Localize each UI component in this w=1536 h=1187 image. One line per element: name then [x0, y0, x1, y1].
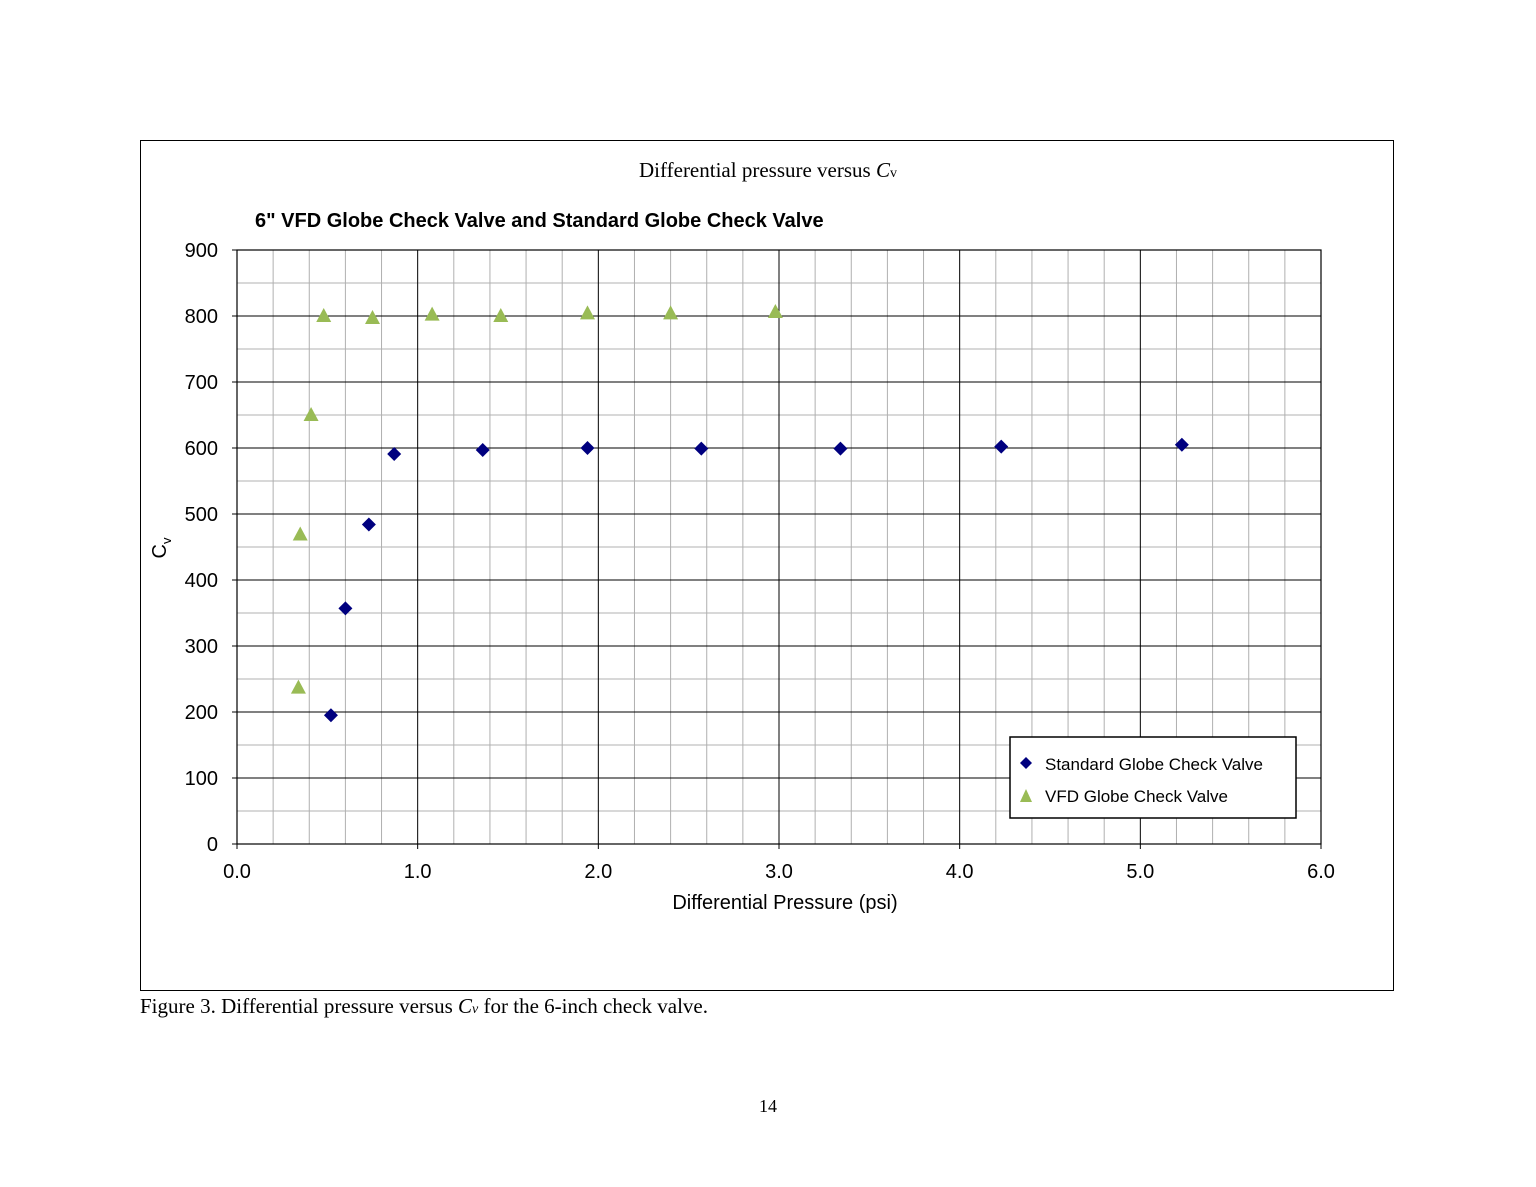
data-point-triangle — [292, 526, 308, 541]
legend: Standard Globe Check Valve VFD Globe Che… — [1009, 736, 1297, 819]
data-point-diamond — [833, 441, 848, 456]
y-axis-label: Cv — [149, 537, 174, 558]
x-tick-label: 2.0 — [584, 861, 612, 883]
legend-label-standard: Standard Globe Check Valve — [1045, 755, 1263, 774]
figure-box-title: Differential pressure versus Cv — [0, 158, 1536, 183]
data-point-diamond — [694, 441, 709, 456]
y-tick-label: 900 — [185, 240, 218, 262]
caption-subscript: v — [472, 1002, 479, 1017]
data-point-triangle — [663, 305, 679, 320]
y-tick-label: 100 — [185, 768, 218, 790]
figure-caption: Figure 3. Differential pressure versus C… — [140, 994, 708, 1019]
legend-marker-vfd — [1020, 789, 1032, 802]
data-point-diamond — [580, 441, 595, 455]
data-point-diamond — [475, 442, 490, 457]
data-point-diamond — [361, 517, 376, 532]
data-point-diamond — [338, 601, 353, 616]
figure-frame — [140, 140, 1394, 991]
legend-label-vfd: VFD Globe Check Valve — [1045, 787, 1228, 806]
y-tick-label: 700 — [185, 372, 218, 394]
box-title-text: Differential pressure versus — [639, 158, 876, 182]
series-vfd — [290, 304, 783, 694]
y-tick-label: 600 — [185, 438, 218, 460]
data-point-triangle — [767, 304, 783, 319]
x-tick-label: 0.0 — [223, 861, 251, 883]
caption-text-pre: Figure 3. Differential pressure versus — [140, 994, 459, 1018]
x-tick-label: 5.0 — [1126, 861, 1154, 883]
chart-title: 6" VFD Globe Check Valve and Standard Gl… — [255, 210, 824, 232]
x-tick-label: 4.0 — [946, 861, 974, 883]
data-point-diamond — [387, 446, 402, 461]
page-number: 14 — [759, 1096, 777, 1116]
box-title-variable: C — [875, 158, 890, 182]
caption-variable: C — [458, 994, 473, 1018]
data-point-diamond — [1174, 437, 1189, 452]
y-tick-label: 200 — [185, 702, 218, 724]
x-axis-label: Differential Pressure (psi) — [672, 892, 897, 914]
data-points — [290, 304, 1189, 723]
box-title-subscript: v — [889, 166, 897, 181]
x-axis-ticks: 0.0 1.0 2.0 3.0 4.0 5.0 6.0 — [223, 844, 1335, 883]
y-tick-label: 500 — [185, 504, 218, 526]
y-tick-label: 0 — [207, 834, 218, 856]
data-point-triangle — [365, 309, 380, 324]
data-point-triangle — [316, 308, 332, 322]
y-tick-label: 400 — [185, 570, 218, 592]
data-point-triangle — [290, 679, 306, 694]
data-point-diamond — [994, 439, 1009, 454]
data-point-diamond — [323, 708, 338, 723]
caption-text-post: for the 6-inch check valve. — [478, 994, 708, 1018]
legend-marker-standard — [1020, 757, 1032, 769]
data-point-triangle — [493, 308, 509, 322]
data-point-triangle — [579, 305, 595, 320]
data-point-triangle — [424, 306, 440, 321]
legend-box — [1009, 736, 1297, 819]
y-axis-label-group: Cv — [149, 537, 174, 558]
x-tick-label: 6.0 — [1307, 861, 1335, 883]
data-point-triangle — [303, 407, 319, 421]
y-tick-label: 300 — [185, 636, 218, 658]
x-tick-label: 1.0 — [404, 861, 432, 883]
y-axis-label-subscript: v — [159, 537, 174, 544]
y-tick-label: 800 — [185, 306, 218, 328]
y-axis-ticks: 0 100 200 300 400 500 600 700 800 900 — [185, 240, 237, 856]
y-axis-label-main: C — [149, 544, 171, 558]
x-tick-label: 3.0 — [765, 861, 793, 883]
series-standard — [323, 437, 1189, 723]
